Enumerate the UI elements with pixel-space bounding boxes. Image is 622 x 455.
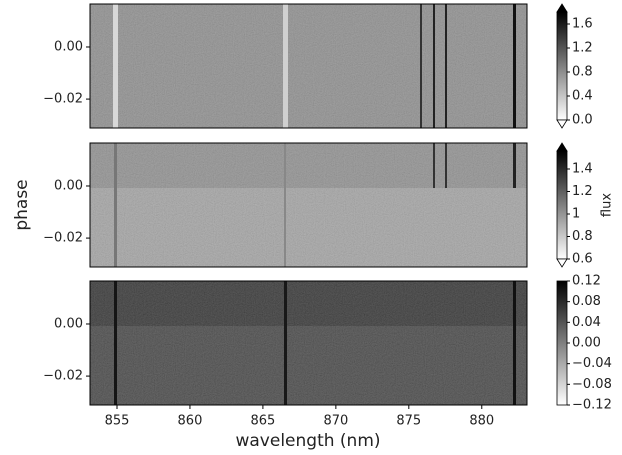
y-axis-label: phase [12,179,32,230]
colorbar [556,280,568,406]
colorbar-tick-label: 0.12 [572,274,601,289]
colorbar-tick-label: 0.08 [572,294,601,309]
colorbar-tick-label: 0.8 [572,229,593,244]
colorbar-tick-label: 1 [572,207,580,222]
colorbar-extend [556,3,568,13]
colorbar-tick-label: −0.08 [572,377,612,392]
colorbar-tick-label: −0.04 [572,356,612,371]
panel-image [90,143,527,267]
x-tick-label: 880 [469,414,494,429]
colorbar-label: flux [600,193,615,217]
colorbar-tick-label: 0.00 [572,336,601,351]
x-tick-label: 855 [105,414,130,429]
colorbar-tick-label: 1.4 [572,162,593,177]
panel-image [90,281,527,405]
colorbar-extend [556,119,568,129]
y-tick-label: −0.02 [43,369,83,384]
y-tick-label: −0.02 [43,92,83,107]
colorbar-tick-label: 0.8 [572,65,593,80]
x-axis-label: wavelength (nm) [235,431,380,451]
colorbar-extend [556,142,568,152]
axes-frame [89,3,528,129]
colorbar [556,11,568,121]
colorbar-tick-label: 1.2 [572,41,593,56]
panel-image [90,4,527,128]
y-tick-label: 0.00 [54,316,83,331]
colorbar-tick-label: 1.6 [572,17,593,32]
colorbar-tick-label: 0.4 [572,89,593,104]
colorbar-extend [556,258,568,268]
axes-frame [89,280,528,406]
y-tick-label: 0.00 [54,39,83,54]
y-tick-label: 0.00 [54,178,83,193]
x-tick-label: 860 [178,414,203,429]
colorbar-tick-label: 0.04 [572,315,601,330]
colorbar-tick-label: 1.2 [572,184,593,199]
x-tick-label: 870 [323,414,348,429]
colorbar-tick-label: 0.0 [572,113,593,128]
y-tick-label: −0.02 [43,231,83,246]
x-tick-label: 865 [250,414,275,429]
colorbar-tick-label: −0.12 [572,398,612,413]
colorbar [556,150,568,260]
x-tick-label: 875 [396,414,421,429]
colorbar-tick-label: 0.6 [572,252,593,267]
axes-frame [89,142,528,268]
